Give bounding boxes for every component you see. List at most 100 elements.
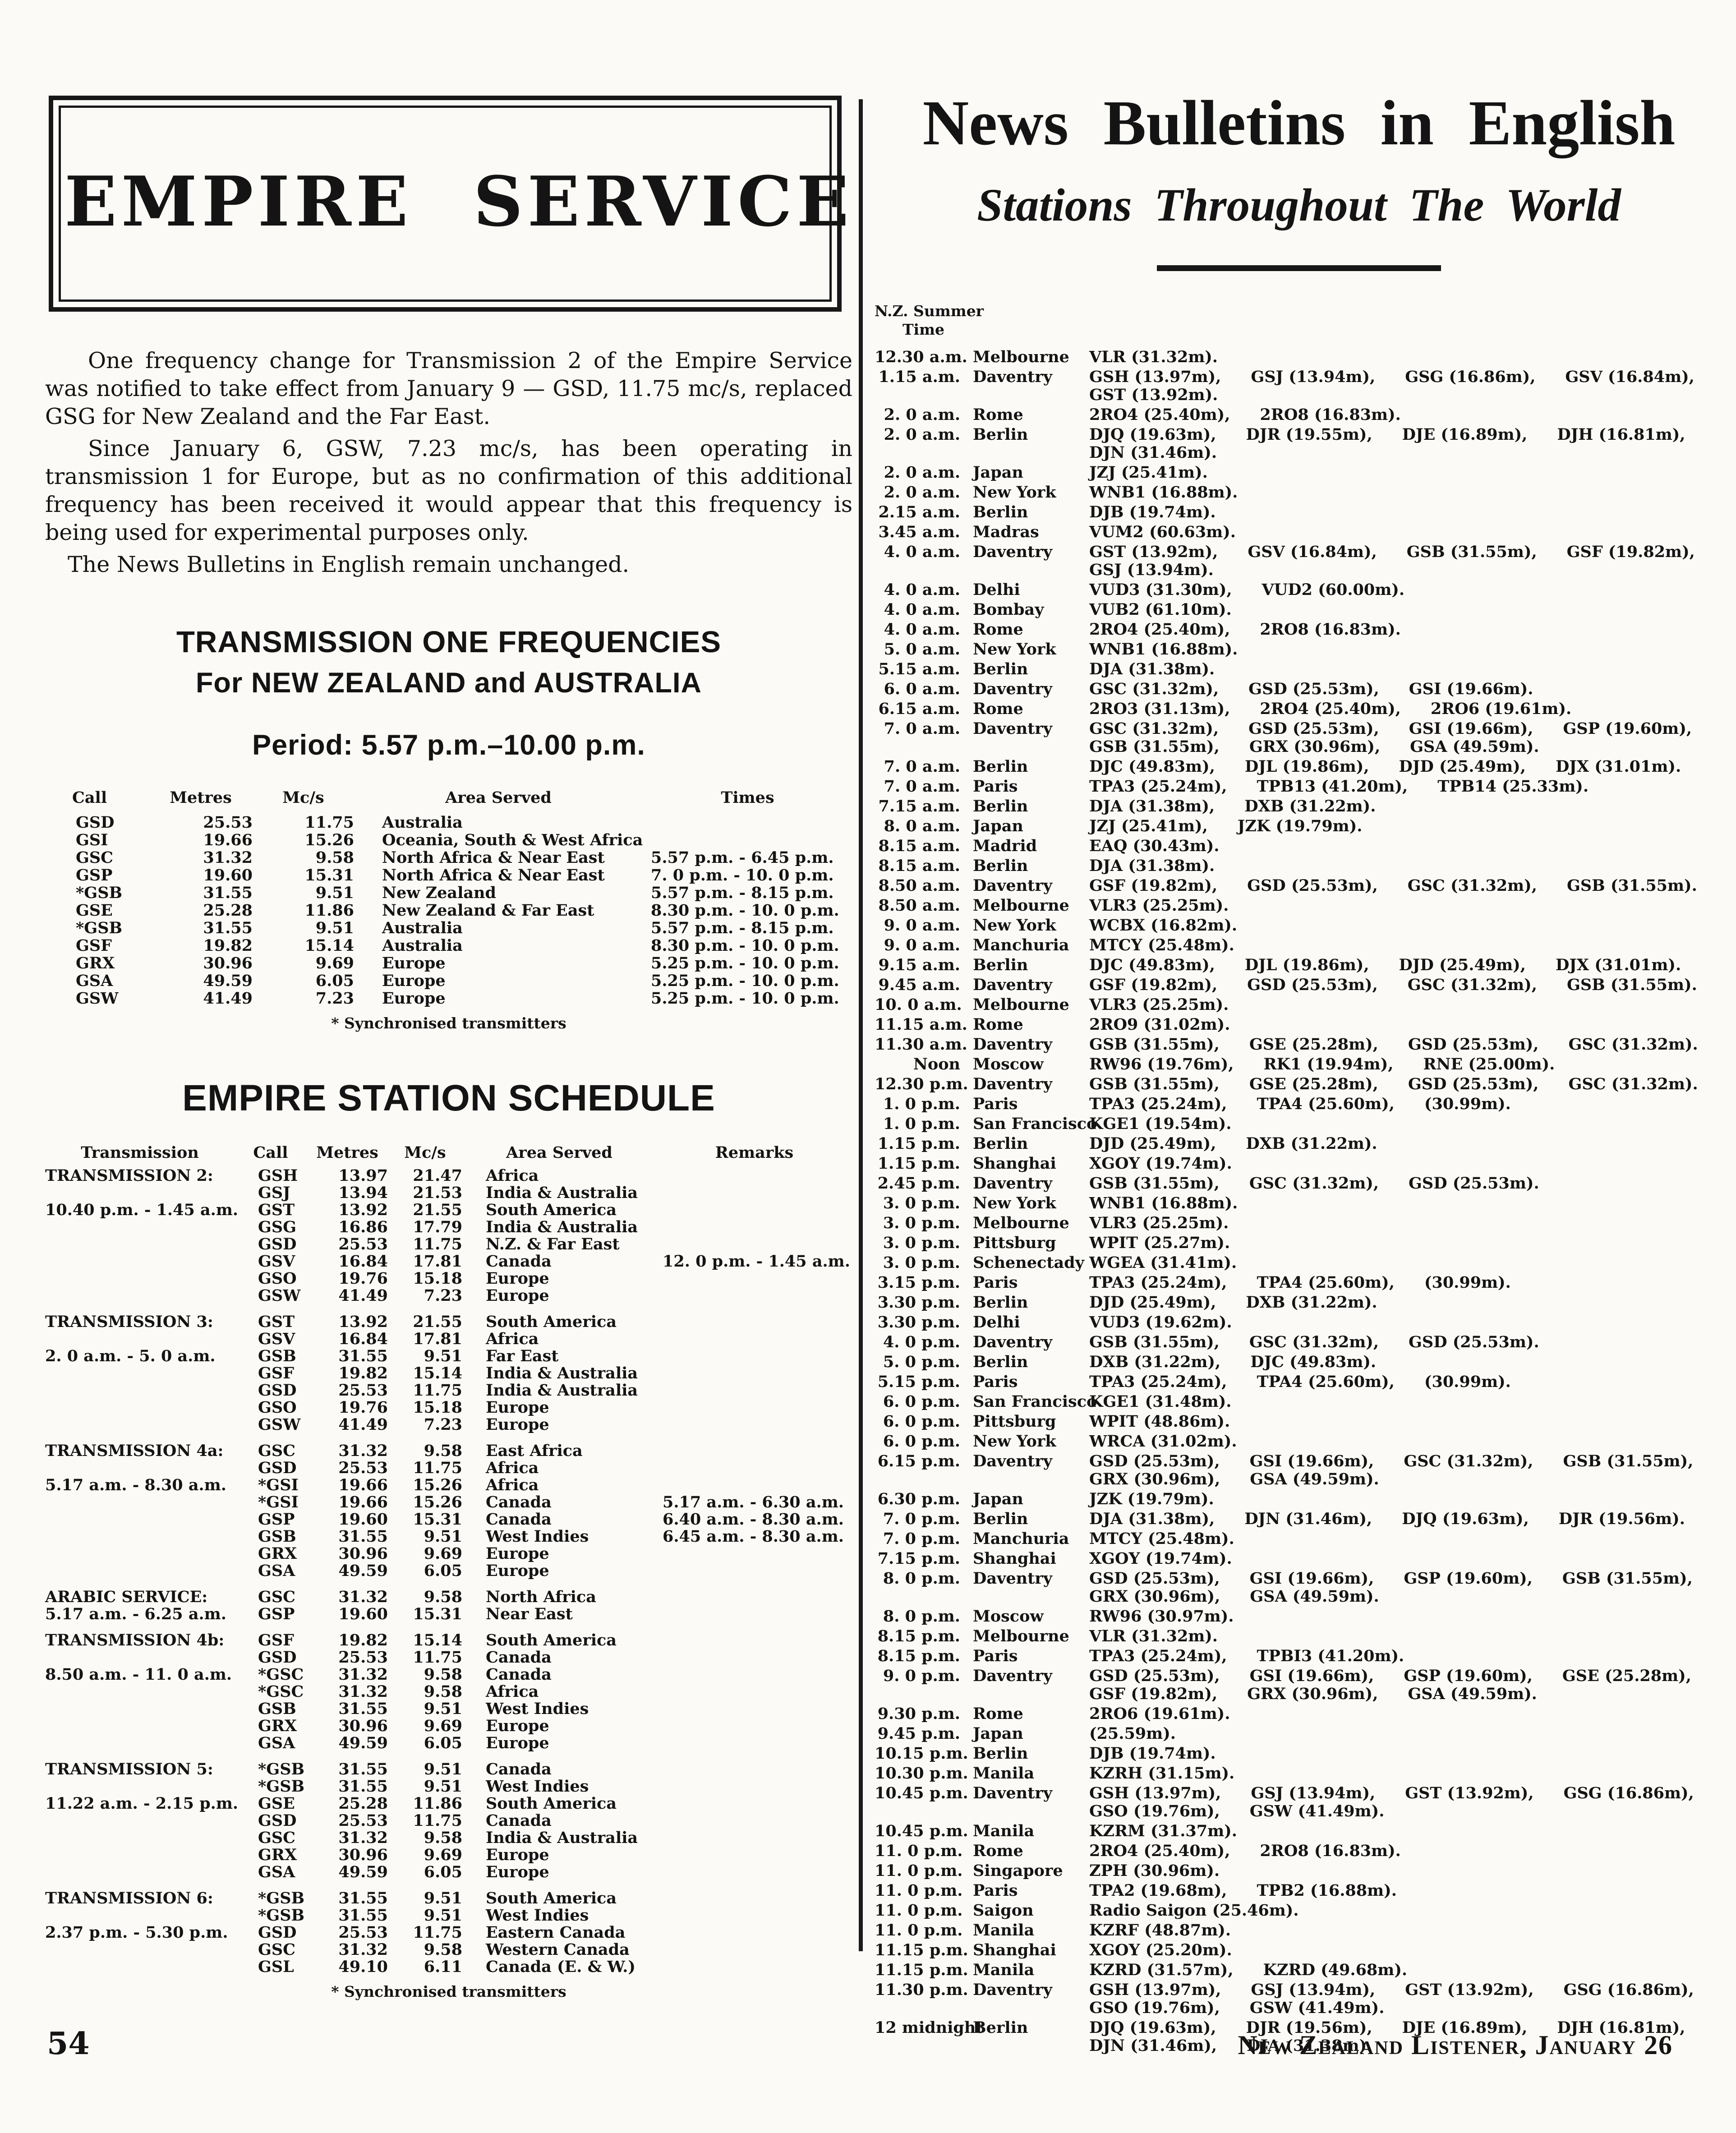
cell: GSP (19.60m), xyxy=(1404,1666,1533,1685)
cell: Canada xyxy=(486,1760,552,1778)
list-item: 10.30 p.m. Manila KZRH (31.15m). xyxy=(875,1764,1723,1783)
cell: DJL (19.86m), xyxy=(1244,757,1369,776)
cell xyxy=(656,1184,852,1202)
cell xyxy=(656,1589,852,1606)
list-item: 4. 0 a.m. Rome 2RO4 (25.40m), 2RO8 (16.83m)… xyxy=(875,620,1723,639)
cell: 9. 0 a.m. xyxy=(884,916,960,935)
cell: 9.58 xyxy=(424,1665,462,1684)
cell xyxy=(45,1399,235,1416)
cell: 9.58 xyxy=(424,1587,462,1606)
cell: Rome xyxy=(973,699,1023,718)
station-list: DJA (31.38m). xyxy=(1089,857,1723,875)
station-list: RW96 (19.76m), RK1 (19.94m), RNE (25.00m). xyxy=(1089,1055,1723,1073)
cell: GSD (25.53m), xyxy=(1089,1451,1220,1470)
station-list: VUD3 (19.62m). xyxy=(1089,1313,1723,1331)
cell xyxy=(45,1270,235,1287)
cell: VLR3 (25.25m). xyxy=(1089,1213,1229,1232)
cell: Moscow xyxy=(973,1607,1044,1626)
cell: 2.37 p.m. - 5.30 p.m. xyxy=(45,1923,228,1942)
cell: North Africa xyxy=(486,1587,596,1606)
cell xyxy=(656,1735,852,1752)
list-item: 6.30 p.m. Japan JZK (19.79m). xyxy=(875,1490,1723,1508)
cell: 9.15 a.m. xyxy=(878,955,960,974)
cell: 21.55 xyxy=(413,1200,462,1219)
station-list: KZRM (31.37m). xyxy=(1089,1822,1723,1840)
list-item: 9.30 p.m. Rome 2RO6 (19.61m). xyxy=(875,1705,1723,1723)
cell: GSI (19.66m). xyxy=(1409,679,1533,698)
cell: Madras xyxy=(973,522,1039,541)
cell: GRX xyxy=(258,1544,297,1563)
station-list: KGE1 (19.54m). xyxy=(1089,1115,1723,1133)
cell: GSV (16.84m), xyxy=(1248,542,1377,561)
cell: GSC (31.32m), xyxy=(1249,1174,1379,1193)
list-item: 9. 0 a.m. New York WCBX (16.82m). xyxy=(875,916,1723,935)
cell: GSD xyxy=(258,1458,297,1477)
cell: 11.86 xyxy=(413,1794,462,1813)
cell: Western Canada xyxy=(486,1940,630,1959)
cell: DJA (31.38m), xyxy=(1089,1509,1215,1528)
cell: *GSB xyxy=(258,1777,305,1796)
cell: GSW (41.49m). xyxy=(1249,1998,1385,2017)
cell xyxy=(656,1545,852,1562)
cell: Berlin xyxy=(973,425,1028,444)
cell: 8. 0 p.m. xyxy=(883,1607,960,1626)
cell: Paris xyxy=(973,777,1018,796)
station-list: KZRF (48.87m). xyxy=(1089,1921,1723,1940)
cell xyxy=(45,1941,235,1958)
cell: 1.15 a.m. xyxy=(878,367,960,386)
list-item: 8.15 a.m. Berlin DJA (31.38m). xyxy=(875,857,1723,875)
cell: 6.45 a.m. - 8.30 a.m. xyxy=(663,1527,844,1546)
cell: 31.55 xyxy=(338,1527,388,1546)
table-row: GSE 25.28 11.86 New Zealand & Far East 8.30 … xyxy=(45,902,852,919)
cell: 5.17 a.m. - 8.30 a.m. xyxy=(45,1475,226,1494)
cell: 10.15 p.m. xyxy=(875,1744,968,1763)
cell: GSG (16.86m), xyxy=(1405,367,1536,386)
cell: (25.59m). xyxy=(1089,1724,1176,1743)
header-call: Call xyxy=(72,788,107,807)
list-item: 4. 0 p.m. Daventry GSB (31.55m), GSC (31.32… xyxy=(875,1333,1723,1351)
cell: 31.55 xyxy=(338,1346,388,1365)
cell: TPA3 (25.24m), xyxy=(1089,1273,1227,1292)
cell: GSI (19.66m), xyxy=(1409,719,1533,738)
cell xyxy=(45,1812,235,1829)
cell: VLR3 (25.25m). xyxy=(1089,995,1229,1014)
station-list: WNB1 (16.88m). xyxy=(1089,640,1723,659)
cell: TPA3 (25.24m), xyxy=(1089,1372,1227,1391)
cell: GSB (31.55m), xyxy=(1089,1074,1220,1093)
cell: DXB (31.22m), xyxy=(1089,1352,1221,1371)
header-times: Times xyxy=(721,788,774,807)
cell: Manila xyxy=(973,1764,1035,1783)
cell: 12. 0 p.m. - 1.45 a.m. xyxy=(663,1252,850,1271)
cell: GSE (25.28m), xyxy=(1249,1074,1378,1093)
cell: MTCY (25.48m). xyxy=(1089,1529,1234,1548)
cell: South America xyxy=(486,1200,617,1219)
station-list: VLR3 (25.25m). xyxy=(1089,896,1723,915)
cell: ZPH (30.96m). xyxy=(1089,1861,1220,1880)
cell xyxy=(45,1236,235,1253)
cell: GST (13.92m), xyxy=(1405,1980,1534,1999)
cell: 8.30 p.m. - 10. 0 p.m. xyxy=(651,901,839,920)
cell: DJN (31.46m), xyxy=(1244,1509,1372,1528)
cell: GSW xyxy=(258,1286,301,1305)
cell: 19.76 xyxy=(338,1398,388,1417)
cell: Europe xyxy=(486,1286,549,1305)
cell: GSD xyxy=(258,1381,297,1400)
cell: GSJ (13.94m), xyxy=(1251,1980,1376,1999)
cell xyxy=(45,1511,235,1528)
cell: DXB (31.22m). xyxy=(1246,1134,1377,1153)
cell: Canada xyxy=(486,1252,552,1271)
table-row: GRX 30.96 9.69 Europe 5.25 p.m. - 10. 0 p.m. xyxy=(45,954,852,972)
cell: Rome xyxy=(973,620,1023,639)
cell: DJE (16.89m), xyxy=(1402,425,1528,444)
cell: TRANSMISSION 2: xyxy=(45,1166,213,1185)
cell: 21.47 xyxy=(413,1166,462,1185)
list-item: 8.15 p.m. Melbourne VLR (31.32m). xyxy=(875,1627,1723,1645)
cell: 7. 0 a.m. xyxy=(884,757,960,776)
cell: 5.17 a.m. - 6.30 a.m. xyxy=(663,1493,844,1511)
cell: TPA3 (25.24m), xyxy=(1089,777,1227,796)
cell: Moscow xyxy=(973,1055,1044,1073)
cell: 7.23 xyxy=(424,1286,462,1305)
list-item: 11. 0 p.m. Singapore ZPH (30.96m). xyxy=(875,1861,1723,1880)
cell: Canada xyxy=(486,1665,552,1684)
page-footer: 54 New Zealand Listener, January 26 xyxy=(47,2026,1673,2062)
